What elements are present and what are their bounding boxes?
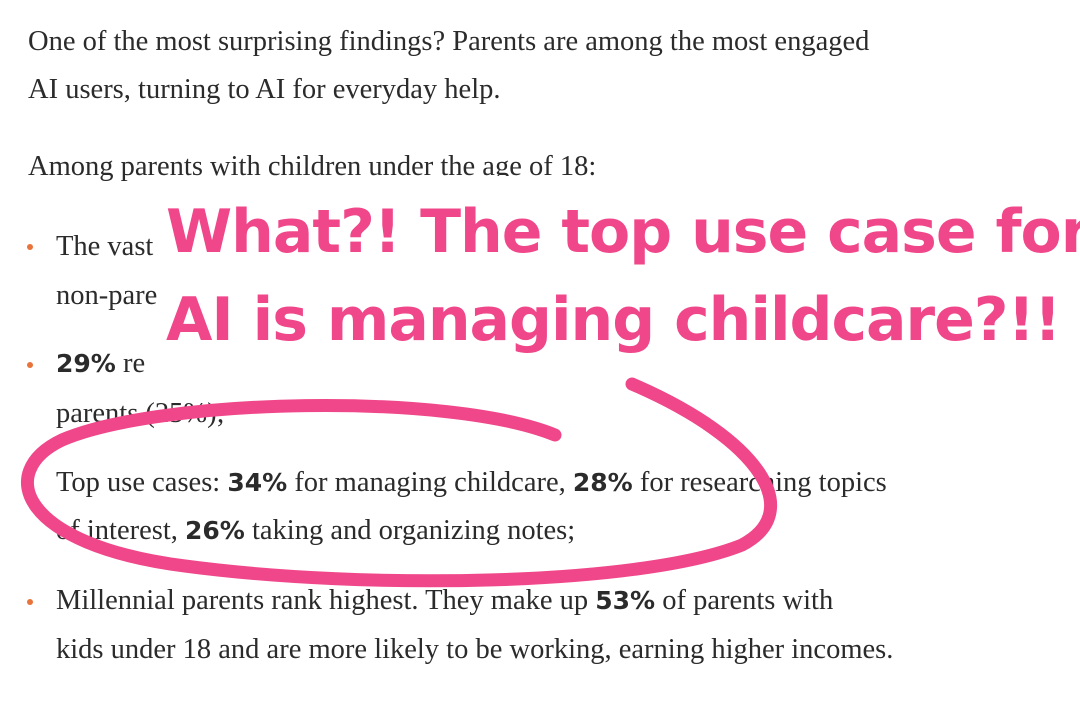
text: Top use cases: bbox=[56, 467, 228, 498]
text: non-pare bbox=[56, 280, 158, 311]
bullet-line: of interest, 26% taking and organizing n… bbox=[56, 513, 575, 549]
annotation-line: What?! The top use case for bbox=[166, 197, 1080, 267]
bold-stat: 29% bbox=[56, 349, 116, 378]
bold-stat: 28% bbox=[572, 468, 633, 497]
text: AI users, turning to AI for everyday hel… bbox=[28, 74, 501, 105]
bullet-line: 29% re bbox=[56, 346, 145, 382]
paragraph-line: AI users, turning to AI for everyday hel… bbox=[28, 72, 501, 108]
text: re bbox=[115, 348, 146, 379]
bullet-dot bbox=[27, 362, 33, 368]
text: The vast bbox=[56, 231, 154, 262]
bullet-line: The vast bbox=[56, 229, 153, 265]
annotation-line: AI is managing childcare?!! bbox=[166, 285, 1061, 355]
annotation-background bbox=[166, 176, 1080, 381]
text: kids under 18 and are more likely to be … bbox=[56, 634, 894, 665]
bullet-dot bbox=[27, 599, 33, 605]
bullet-line: Top use cases: 34% for managing childcar… bbox=[56, 465, 887, 501]
bold-stat: 34% bbox=[227, 468, 288, 497]
text: One of the most surprising findings? Par… bbox=[28, 26, 870, 57]
bold-stat: 53% bbox=[595, 586, 656, 615]
text: Millennial parents rank highest. They ma… bbox=[56, 585, 596, 616]
bullet-line: Millennial parents rank highest. They ma… bbox=[56, 583, 833, 619]
paragraph-line: One of the most surprising findings? Par… bbox=[28, 24, 869, 60]
circle-stroke bbox=[20, 377, 777, 588]
text: for managing childcare, bbox=[287, 467, 573, 498]
bold-stat: 26% bbox=[185, 516, 245, 545]
bullet-line: non-pare bbox=[56, 278, 157, 314]
text: of parents with bbox=[655, 585, 834, 616]
bullet-line: kids under 18 and are more likely to be … bbox=[56, 632, 893, 668]
text: taking and organizing notes; bbox=[244, 515, 576, 546]
bullet-dot bbox=[27, 244, 33, 250]
